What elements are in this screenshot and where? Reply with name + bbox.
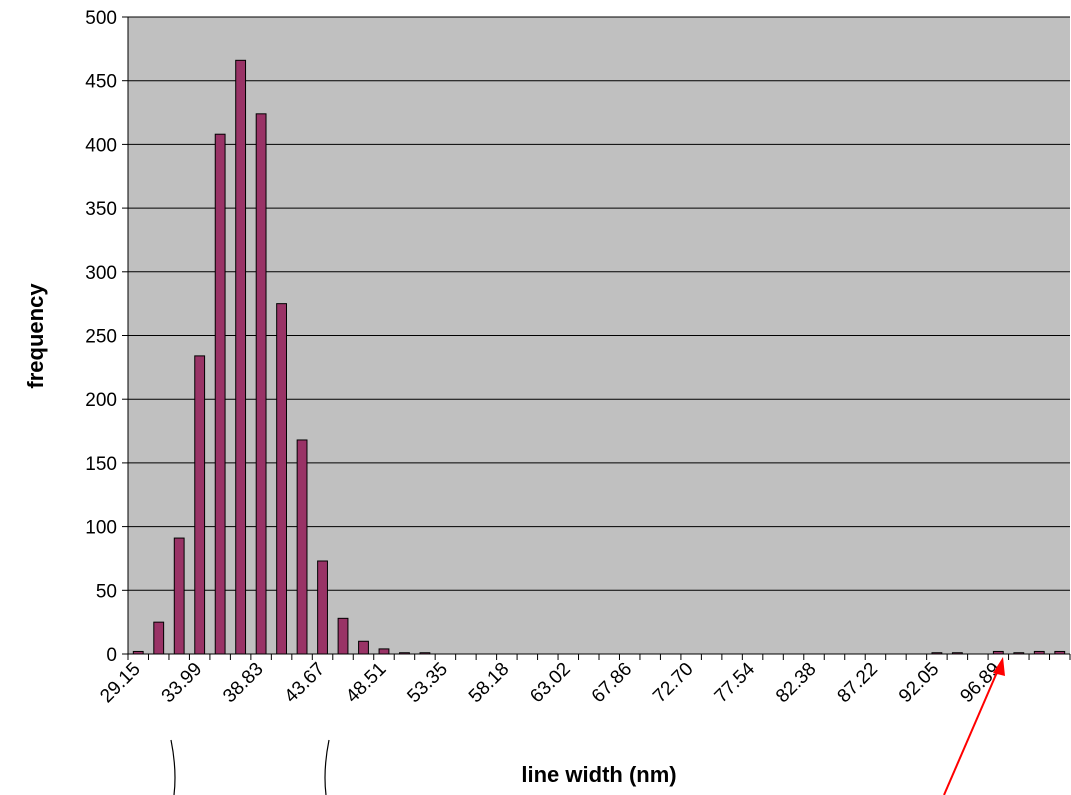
axes xyxy=(122,16,1071,660)
x-tick-label: 77.54 xyxy=(711,658,760,707)
x-tick-label: 53.35 xyxy=(403,659,451,707)
x-tick-labels: 29.15 33.99 38.83 43.67 48.51 53.35 58.18 63.02… xyxy=(96,658,1005,707)
annotation-arrow-line xyxy=(943,662,1002,795)
y-tick-label: 500 xyxy=(85,8,117,29)
x-tick-label: 72.70 xyxy=(649,659,697,707)
annotation-bracket-left xyxy=(170,739,176,795)
bar xyxy=(173,537,185,655)
x-tick-label: 43.67 xyxy=(281,659,329,707)
bar xyxy=(235,59,247,655)
x-tick-label: 92.05 xyxy=(895,659,943,707)
y-tick-label: 100 xyxy=(85,518,117,539)
bar xyxy=(214,133,226,655)
bar xyxy=(276,303,288,655)
y-tick-label: 450 xyxy=(85,72,117,93)
bar xyxy=(317,560,328,655)
y-tick-label: 50 xyxy=(96,581,117,602)
x-tick-label: 48.51 xyxy=(342,659,390,707)
bar xyxy=(337,617,349,655)
x-tick-label: 82.38 xyxy=(772,659,820,707)
y-tick-label: 150 xyxy=(85,454,117,475)
x-tick-label: 67.86 xyxy=(588,659,636,707)
y-tick-label: 400 xyxy=(85,135,117,156)
y-tick-labels: 0 50 100 150 200 250 300 350 400 450 500 xyxy=(85,8,117,666)
x-tick-label: 38.83 xyxy=(219,659,267,707)
x-tick-label: 87.22 xyxy=(834,659,882,707)
y-tick-label: 200 xyxy=(85,390,117,411)
bar xyxy=(378,648,390,655)
x-tick-label: 63.02 xyxy=(526,659,574,707)
y-tick-label: 300 xyxy=(85,263,117,284)
y-tick-label: 0 xyxy=(106,645,117,666)
annotation-arrow-head xyxy=(993,657,1005,676)
x-tick-label: 58.18 xyxy=(465,659,513,707)
x-axis-title: line width (nm) xyxy=(521,762,676,787)
bar xyxy=(194,355,206,655)
annotation-bracket-right xyxy=(324,739,330,795)
y-tick-label: 350 xyxy=(85,199,117,220)
y-axis-title: frequency xyxy=(23,283,48,389)
x-tick-label: 33.99 xyxy=(158,659,206,707)
bar xyxy=(296,439,308,655)
x-tick-label: 29.15 xyxy=(96,659,144,707)
bar xyxy=(358,640,369,655)
y-tick-label: 250 xyxy=(85,327,117,348)
bar xyxy=(153,621,165,655)
bar xyxy=(255,113,267,655)
